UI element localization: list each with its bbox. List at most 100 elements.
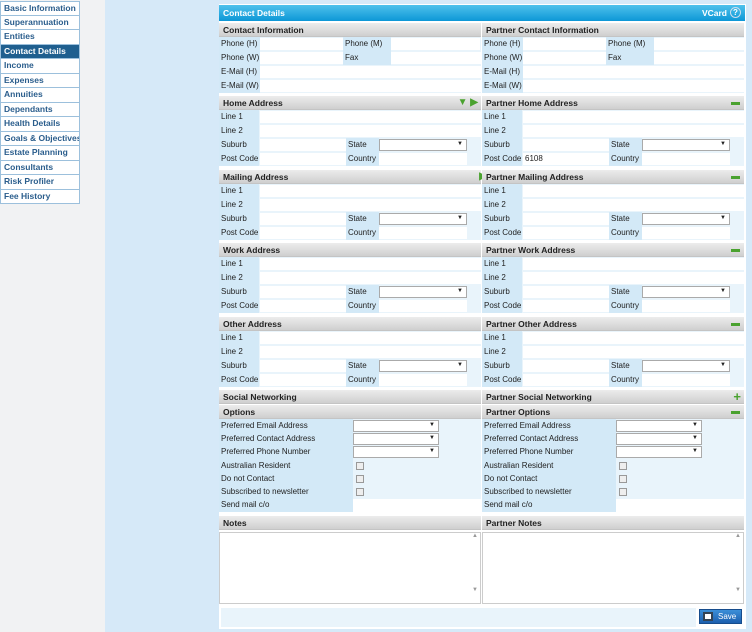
suburb-input[interactable] bbox=[260, 212, 346, 225]
line2-input[interactable] bbox=[523, 198, 744, 211]
suburb-input[interactable] bbox=[523, 139, 609, 151]
line1-input[interactable] bbox=[260, 332, 481, 345]
resident-checkbox[interactable] bbox=[356, 461, 364, 470]
pref-contact-select[interactable] bbox=[353, 433, 439, 446]
country-input[interactable] bbox=[642, 374, 730, 387]
line2-input[interactable] bbox=[260, 272, 481, 285]
resident-checkbox[interactable] bbox=[619, 461, 627, 470]
phone-m-input[interactable] bbox=[391, 38, 480, 50]
line1-input[interactable] bbox=[523, 111, 744, 123]
line1-input[interactable] bbox=[523, 184, 744, 197]
save-button[interactable]: Save bbox=[699, 609, 742, 624]
pref-email-select[interactable] bbox=[353, 420, 439, 432]
sidebar-item-annuities[interactable]: Annuities bbox=[0, 88, 80, 103]
notes-textarea[interactable]: ▲ ▼ bbox=[219, 532, 481, 604]
email-w-input[interactable] bbox=[523, 80, 744, 92]
sidebar-item-income[interactable]: Income bbox=[0, 59, 80, 74]
sidebar-item-contact-details[interactable]: Contact Details bbox=[0, 44, 80, 59]
sidebar-item-expenses[interactable]: Expenses bbox=[0, 73, 80, 88]
collapse-icon[interactable] bbox=[731, 175, 740, 179]
line1-input[interactable] bbox=[260, 258, 481, 271]
state-select[interactable] bbox=[642, 139, 730, 151]
email-w-input[interactable] bbox=[260, 80, 481, 92]
sidebar-item-superannuation[interactable]: Superannuation bbox=[0, 15, 80, 30]
email-h-input[interactable] bbox=[260, 66, 481, 78]
sidebar-item-dependants[interactable]: Dependants bbox=[0, 102, 80, 117]
country-input[interactable] bbox=[379, 374, 467, 387]
collapse-icon[interactable] bbox=[731, 249, 740, 253]
country-input[interactable] bbox=[379, 153, 467, 165]
line1-input[interactable] bbox=[523, 332, 744, 345]
suburb-input[interactable] bbox=[260, 139, 346, 151]
no-contact-checkbox[interactable] bbox=[356, 474, 364, 483]
postcode-input[interactable] bbox=[260, 300, 346, 313]
postcode-input[interactable]: 6108 bbox=[523, 153, 609, 165]
pref-contact-select[interactable] bbox=[616, 433, 702, 446]
country-input[interactable] bbox=[642, 153, 730, 165]
state-select[interactable] bbox=[642, 360, 730, 373]
no-contact-checkbox[interactable] bbox=[619, 474, 627, 483]
state-select[interactable] bbox=[379, 139, 467, 151]
collapse-icon[interactable] bbox=[731, 411, 740, 414]
postcode-input[interactable] bbox=[260, 153, 346, 165]
line1-input[interactable] bbox=[260, 184, 481, 197]
line2-input[interactable] bbox=[523, 272, 744, 285]
country-input[interactable] bbox=[379, 300, 467, 313]
fax-input[interactable] bbox=[391, 52, 481, 64]
expand-arrows-icon[interactable]: ▼ ▶ bbox=[457, 97, 478, 108]
state-select[interactable] bbox=[379, 286, 467, 299]
vcard-button[interactable]: VCard bbox=[701, 8, 727, 18]
suburb-input[interactable] bbox=[260, 360, 346, 373]
suburb-input[interactable] bbox=[523, 360, 609, 373]
phone-w-input[interactable] bbox=[260, 52, 343, 64]
state-select[interactable] bbox=[642, 286, 730, 299]
suburb-input[interactable] bbox=[523, 286, 609, 299]
postcode-input[interactable] bbox=[260, 226, 346, 239]
send-mail-input[interactable] bbox=[616, 499, 744, 512]
sidebar-item-estate-planning[interactable]: Estate Planning bbox=[0, 146, 80, 161]
pref-phone-select[interactable] bbox=[616, 446, 702, 459]
phone-h-input[interactable] bbox=[523, 38, 606, 50]
help-icon[interactable]: ? bbox=[730, 7, 741, 18]
expand-icon[interactable]: + bbox=[733, 389, 741, 404]
country-input[interactable] bbox=[379, 226, 467, 239]
sidebar-item-risk-profiler[interactable]: Risk Profiler bbox=[0, 175, 80, 190]
collapse-icon[interactable] bbox=[731, 323, 740, 327]
newsletter-checkbox[interactable] bbox=[619, 487, 627, 496]
fax-input[interactable] bbox=[654, 52, 744, 64]
phone-m-input[interactable] bbox=[654, 38, 744, 50]
line1-input[interactable] bbox=[260, 111, 481, 123]
scrollbar[interactable]: ▲ ▼ bbox=[735, 533, 741, 593]
state-select[interactable] bbox=[379, 360, 467, 373]
sidebar-item-consultants[interactable]: Consultants bbox=[0, 160, 80, 175]
line2-input[interactable] bbox=[260, 198, 481, 211]
pref-email-select[interactable] bbox=[616, 420, 702, 432]
pref-phone-select[interactable] bbox=[353, 446, 439, 459]
postcode-input[interactable] bbox=[523, 300, 609, 313]
country-input[interactable] bbox=[642, 226, 730, 239]
notes-textarea[interactable]: ▲ ▼ bbox=[482, 532, 744, 604]
state-select[interactable] bbox=[642, 212, 730, 225]
email-h-input[interactable] bbox=[523, 66, 744, 78]
scrollbar[interactable]: ▲ ▼ bbox=[472, 533, 478, 593]
state-select[interactable] bbox=[379, 212, 467, 225]
sidebar-item-health-details[interactable]: Health Details bbox=[0, 117, 80, 132]
suburb-input[interactable] bbox=[523, 212, 609, 225]
send-mail-input[interactable] bbox=[353, 499, 481, 512]
line2-input[interactable] bbox=[523, 346, 744, 359]
sidebar-item-entities[interactable]: Entities bbox=[0, 30, 80, 45]
suburb-input[interactable] bbox=[260, 286, 346, 299]
line2-input[interactable] bbox=[260, 346, 481, 359]
phone-h-input[interactable] bbox=[260, 38, 343, 50]
newsletter-checkbox[interactable] bbox=[356, 487, 364, 496]
sidebar-item-goals-objectives[interactable]: Goals & Objectives bbox=[0, 131, 80, 146]
postcode-input[interactable] bbox=[523, 374, 609, 387]
phone-w-input[interactable] bbox=[523, 52, 606, 64]
line1-input[interactable] bbox=[523, 258, 744, 271]
postcode-input[interactable] bbox=[523, 226, 609, 239]
collapse-icon[interactable] bbox=[731, 102, 740, 105]
country-input[interactable] bbox=[642, 300, 730, 313]
sidebar-item-fee-history[interactable]: Fee History bbox=[0, 189, 80, 204]
line2-input[interactable] bbox=[260, 125, 481, 137]
sidebar-item-basic-information[interactable]: Basic Information bbox=[0, 1, 80, 16]
